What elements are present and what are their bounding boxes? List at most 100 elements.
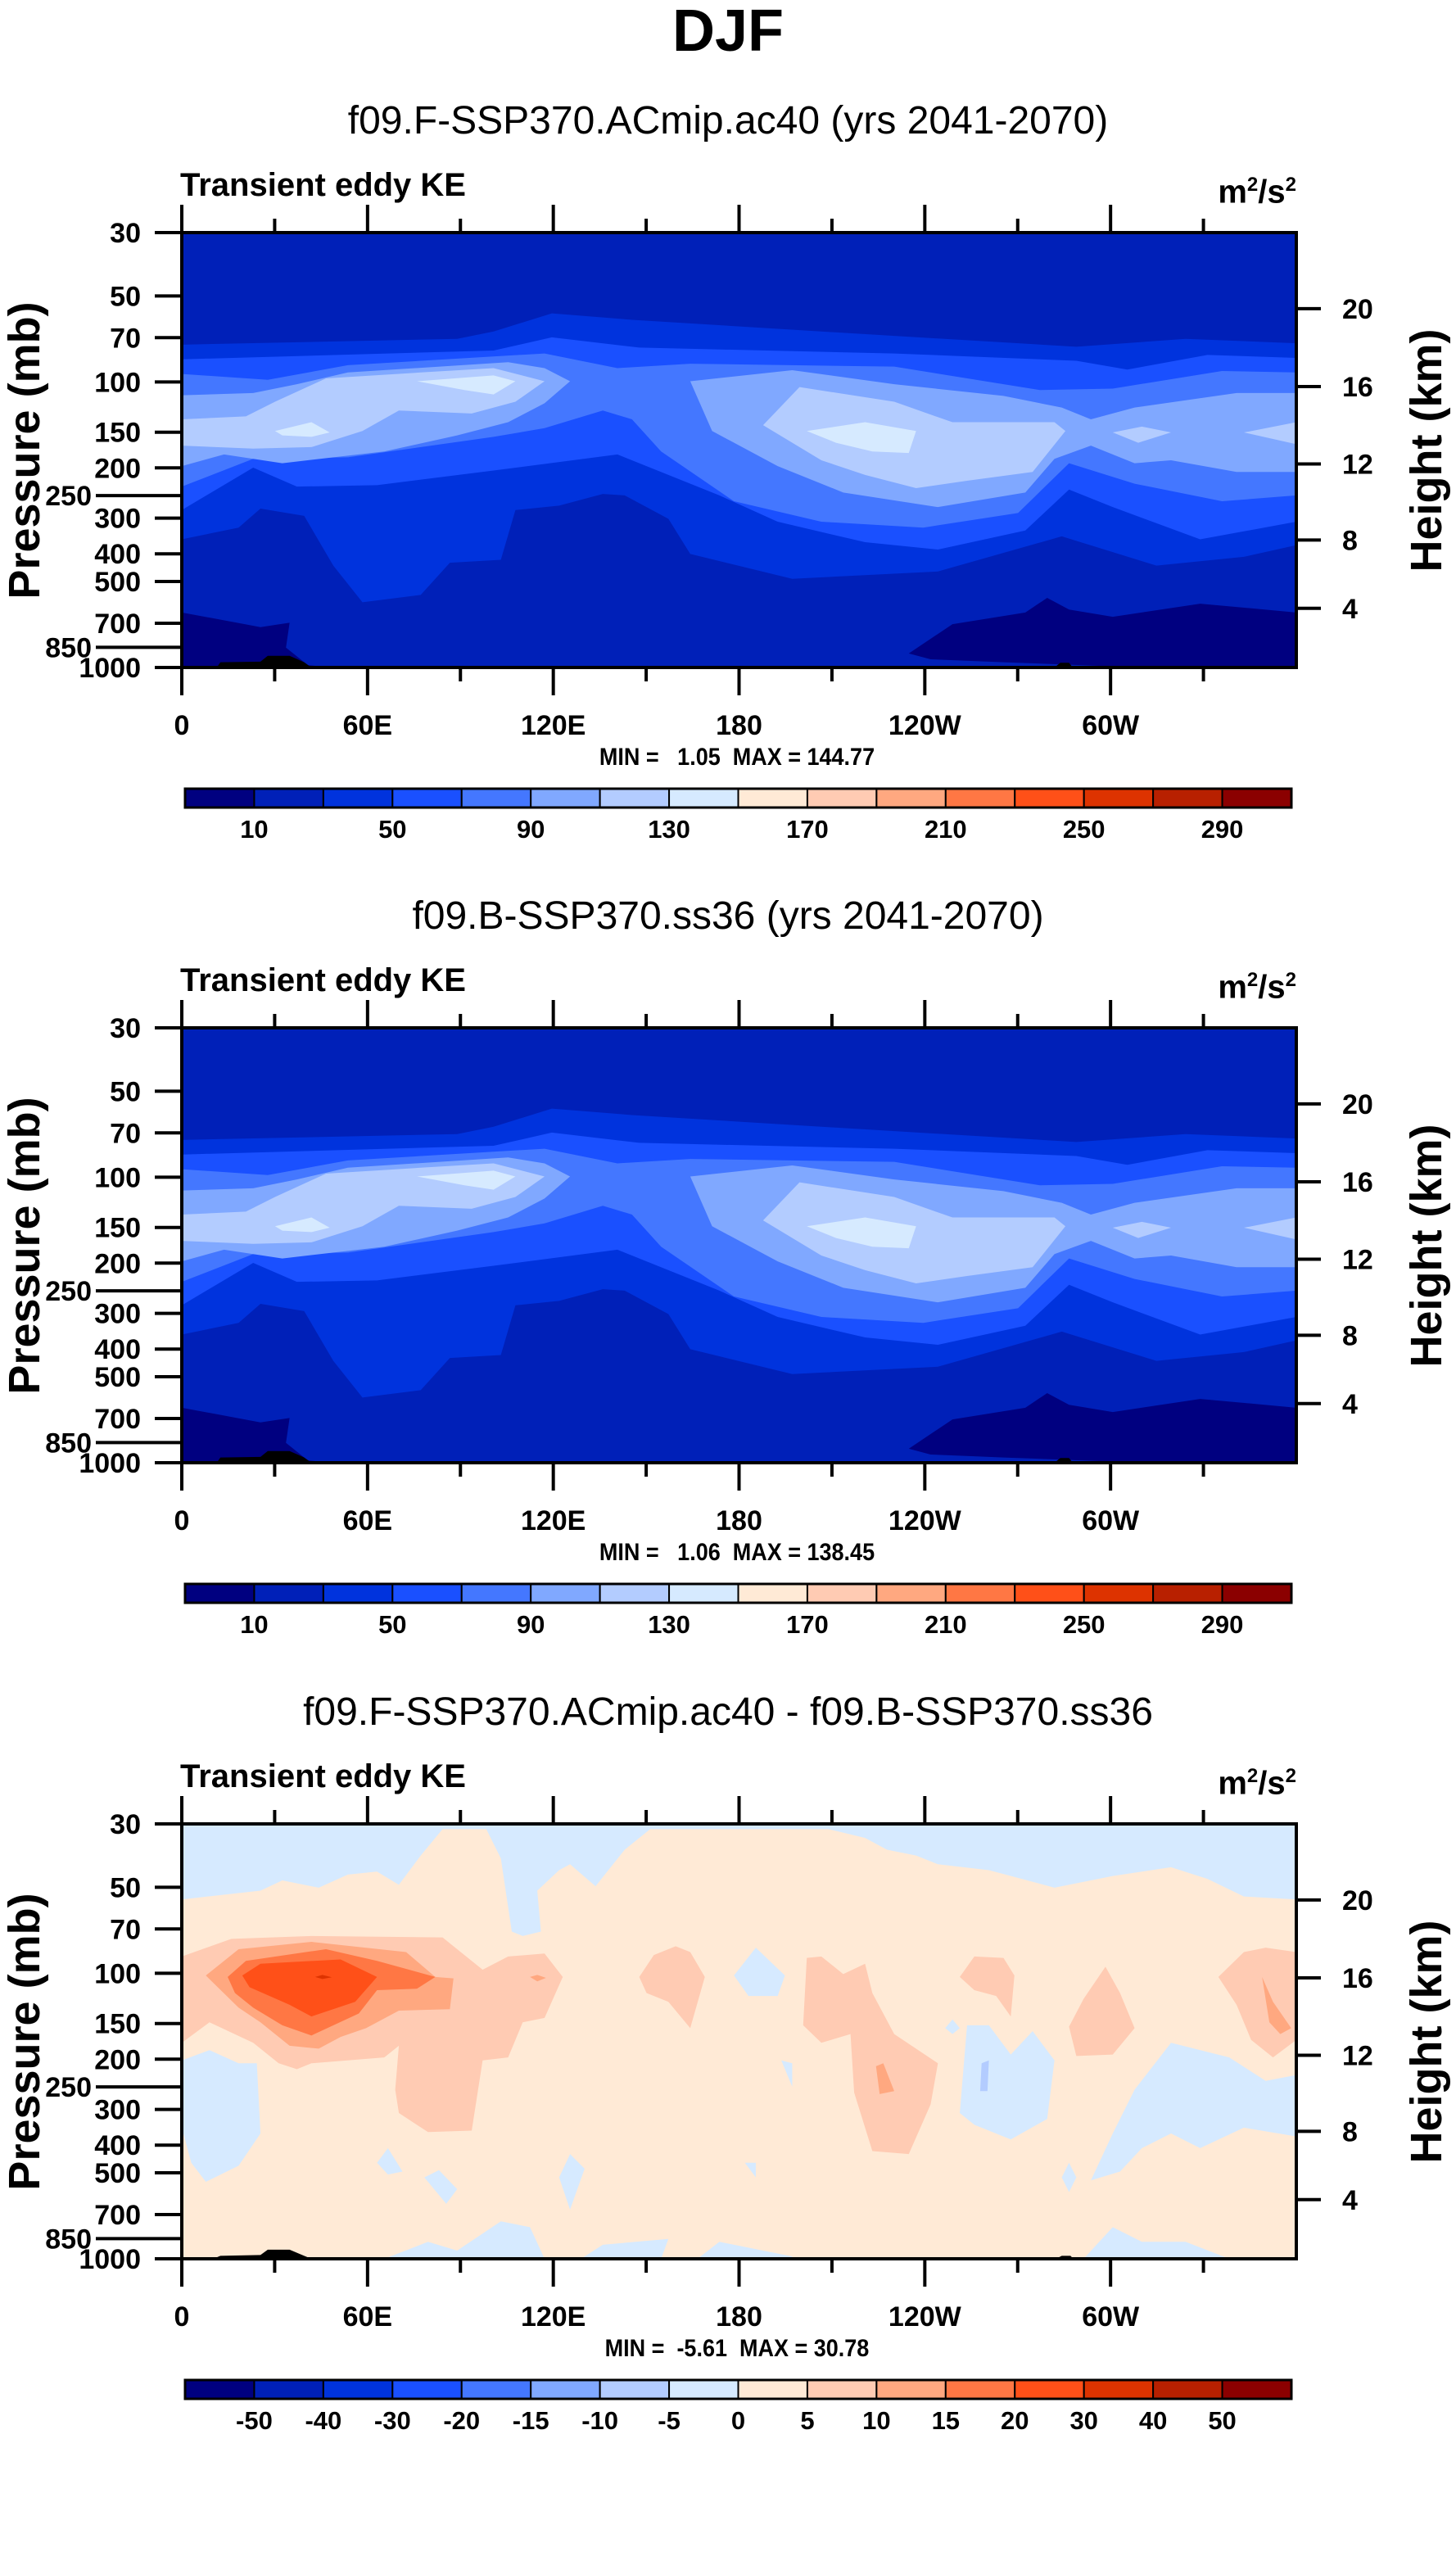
colorbar-label: 210 xyxy=(925,1610,967,1639)
panel-3: f09.F-SSP370.ACmip.ac40 - f09.B-SSP370.s… xyxy=(0,1692,1456,2561)
colorbar-label: -30 xyxy=(374,2406,411,2435)
colorbar-box xyxy=(322,2379,394,2400)
y-tick-label: 200 xyxy=(94,1248,141,1279)
contour-region xyxy=(734,1948,785,1997)
contour-region xyxy=(960,1956,1015,2017)
units-text: /s xyxy=(1258,969,1286,1006)
y-tick-label: 100 xyxy=(94,367,141,398)
units-text: /s xyxy=(1258,174,1286,210)
colorbar-label: -20 xyxy=(443,2406,480,2435)
colorbar-label: 250 xyxy=(1063,815,1106,844)
colorbar-label: 170 xyxy=(786,815,829,844)
colorbar-box xyxy=(875,1583,947,1604)
panel-title: f09.F-SSP370.ACmip.ac40 - f09.B-SSP370.s… xyxy=(303,1690,1153,1734)
contour-region xyxy=(314,1975,332,1980)
colorbar: 10 50 90 130 170 210 250 290 xyxy=(183,1582,1293,1639)
contour-region xyxy=(274,422,330,437)
y2-tick-label: 16 xyxy=(1342,1167,1373,1198)
units-text: /s xyxy=(1258,1765,1286,1802)
colorbar-label: 170 xyxy=(786,1610,829,1639)
y2-tick-label: 12 xyxy=(1342,2040,1373,2071)
y-tick-label: 300 xyxy=(94,2095,141,2126)
colorbar-box xyxy=(944,1583,1016,1604)
contour-region xyxy=(945,2019,961,2034)
colorbar-label: 20 xyxy=(1001,2406,1029,2435)
x-tick-label: 120W xyxy=(889,710,962,741)
colorbar-box xyxy=(875,2379,947,2400)
contour-region xyxy=(908,1392,1296,1463)
colorbar-box xyxy=(530,2379,601,2400)
y-tick-label: 850 xyxy=(45,632,92,663)
x-tick-label: 0 xyxy=(174,1505,190,1536)
colorbar-box xyxy=(599,2379,671,2400)
colorbar-box xyxy=(460,2379,532,2400)
y-tick-label: 300 xyxy=(94,504,141,535)
colorbar: 10 50 90 130 170 210 250 290 xyxy=(183,787,1293,844)
y2-tick-label: 12 xyxy=(1342,1244,1373,1275)
x-tick-label: 120W xyxy=(889,2301,962,2333)
contour-region xyxy=(530,1975,546,1982)
contour-region xyxy=(1112,1221,1171,1238)
colorbar-label: 50 xyxy=(1208,2406,1236,2435)
y-tick-label: 400 xyxy=(94,2130,141,2161)
colorbar-label: -15 xyxy=(513,2406,549,2435)
y-tick-label: 70 xyxy=(110,1914,141,1945)
y-tick-label: 70 xyxy=(110,323,141,354)
contour-region xyxy=(807,1217,916,1249)
colorbar-box xyxy=(1014,2379,1085,2400)
contour-field xyxy=(182,233,1296,667)
x-tick-label: 120E xyxy=(521,1505,586,1536)
y-tick-label: 50 xyxy=(110,1872,141,1903)
colorbar-box xyxy=(1083,2379,1155,2400)
contour-region xyxy=(781,2060,793,2087)
y-tick-label: 1000 xyxy=(79,2244,141,2275)
colorbar-label: -40 xyxy=(305,2406,341,2435)
x-tick-label: 60E xyxy=(343,1505,393,1536)
contour-region xyxy=(1243,1217,1296,1240)
colorbar-box xyxy=(460,1583,532,1604)
contour-region xyxy=(908,597,1296,667)
variable-label: Transient eddy KE xyxy=(180,167,466,203)
x-tick-label: 180 xyxy=(716,2301,762,2333)
y-tick-label: 200 xyxy=(94,2044,141,2075)
y2-tick-label: 16 xyxy=(1342,1963,1373,1994)
contour-plot: 0 60E 120E 180 120W 60W3050701001502002503004… xyxy=(45,1000,1373,1639)
x-tick-label: 60W xyxy=(1082,710,1140,741)
contour-region xyxy=(762,387,1066,488)
colorbar-label: 210 xyxy=(925,815,967,844)
colorbar-frame xyxy=(183,2378,1293,2400)
x-tick-label: 0 xyxy=(174,710,190,741)
contour-region xyxy=(417,375,516,395)
contour-region xyxy=(182,368,545,449)
y2-tick-label: 16 xyxy=(1342,372,1373,403)
contour-region xyxy=(979,2060,989,2092)
units-exp: 2 xyxy=(1285,969,1296,991)
contour-region xyxy=(384,2221,545,2259)
x-tick-label: 60W xyxy=(1082,1505,1140,1536)
colorbar-label: 10 xyxy=(240,815,268,844)
units-exp: 2 xyxy=(1246,1765,1259,1787)
contour-region xyxy=(424,2170,458,2204)
colorbar-box xyxy=(1152,2379,1223,2400)
colorbar-box xyxy=(184,1583,255,1604)
colorbar-box xyxy=(875,788,947,808)
y-tick-label: 500 xyxy=(94,567,141,598)
contour-field xyxy=(182,1028,1296,1463)
contour-region xyxy=(274,1217,330,1233)
colorbar-label: 5 xyxy=(800,2406,814,2435)
terrain-mask xyxy=(216,655,312,667)
colorbar: -50 -40 -30 -20 -15 -10 -5 0 5 10 15 20 30 40 50 xyxy=(183,2378,1293,2435)
y2-tick-label: 8 xyxy=(1342,2116,1358,2147)
contour-region xyxy=(807,422,916,454)
min-max-label: MIN = 1.05 MAX = 144.77 xyxy=(599,744,875,771)
colorbar-label: -50 xyxy=(236,2406,273,2435)
contour-region xyxy=(960,2025,1055,2140)
y-tick-label: 30 xyxy=(110,1809,141,1840)
colorbar-box xyxy=(668,1583,739,1604)
colorbar-box xyxy=(737,788,808,808)
y-tick-label: 400 xyxy=(94,1334,141,1365)
colorbar-label: 10 xyxy=(240,1610,268,1639)
contour-region xyxy=(1243,422,1296,445)
panel-2: f09.B-SSP370.ss36 (yrs 2041-2070) Transi… xyxy=(0,896,1456,1765)
contour-region xyxy=(875,2063,894,2094)
